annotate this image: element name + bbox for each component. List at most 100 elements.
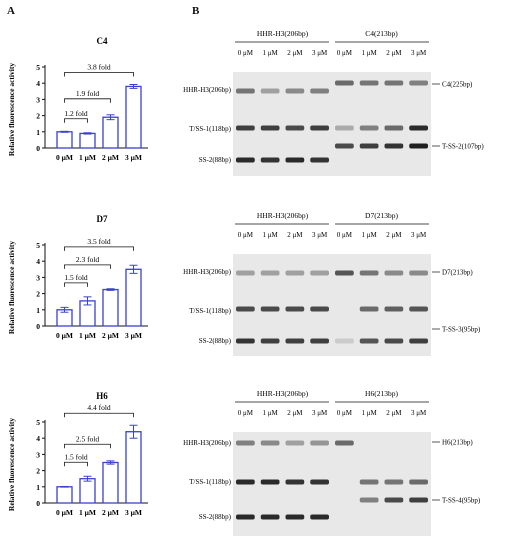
lane-label: 2 μM xyxy=(386,49,402,57)
gel-band xyxy=(384,338,404,344)
gel-band xyxy=(310,338,329,344)
fold-bracket xyxy=(64,72,134,77)
gel-band xyxy=(260,514,280,520)
band-label-left: T/SS-1(118bp) xyxy=(189,478,231,486)
gel-band xyxy=(335,80,354,86)
bar xyxy=(79,132,96,149)
y-tick-label: 5 xyxy=(36,63,40,72)
chart-title: H6 xyxy=(96,391,108,401)
fold-label: 3.8 fold xyxy=(87,62,111,71)
band-label-left: HHR-H3(206bp) xyxy=(183,268,231,276)
gel-band xyxy=(236,306,255,312)
x-tick-label: 0 μM xyxy=(56,331,73,340)
panel-label-a: A xyxy=(7,5,15,17)
x-tick-label: 1 μM xyxy=(79,153,96,162)
gel-band xyxy=(359,479,379,485)
y-tick-label: 2 xyxy=(36,112,40,121)
y-tick-label: 4 xyxy=(36,79,40,88)
gel-band xyxy=(384,125,404,131)
gel-band xyxy=(260,338,280,344)
lane-label: 1 μM xyxy=(362,49,378,57)
chart-title: C4 xyxy=(97,36,108,46)
lane-label: 0 μM xyxy=(238,49,254,57)
fold-bracket xyxy=(64,98,111,103)
lane-label: 3 μM xyxy=(411,231,427,239)
gel-band xyxy=(335,338,354,344)
gel-band xyxy=(384,497,404,503)
bar xyxy=(102,116,119,149)
lane-label: 0 μM xyxy=(337,231,353,239)
lane-label: 0 μM xyxy=(238,409,254,417)
gel-band xyxy=(359,497,379,503)
bar xyxy=(102,461,119,504)
band-label-right: C4(225bp) xyxy=(442,81,473,89)
y-axis-label: Relative fluorescence activity xyxy=(7,63,16,156)
group-header-right: C4(213bp) xyxy=(365,29,398,38)
gel-band xyxy=(236,125,255,131)
gel-band xyxy=(285,338,305,344)
gel-band xyxy=(335,270,354,276)
gel-band xyxy=(260,157,280,163)
fold-bracket xyxy=(64,412,134,418)
gel-band xyxy=(260,88,280,94)
y-tick-label: 2 xyxy=(36,467,40,476)
gel-band xyxy=(384,143,404,149)
gel-band xyxy=(359,270,379,276)
fold-label: 1.5 fold xyxy=(64,452,88,461)
band-label-left: SS-2(88bp) xyxy=(199,337,232,345)
fold-bracket xyxy=(64,461,88,467)
x-tick-label: 1 μM xyxy=(79,508,96,517)
gel-band xyxy=(260,270,280,276)
gel-band xyxy=(335,143,354,149)
fold-bracket xyxy=(64,118,88,123)
band-label-right: H6(213bp) xyxy=(442,439,473,447)
panel-label-b: B xyxy=(192,5,200,17)
band-label-left: SS-2(88bp) xyxy=(199,513,232,521)
chart-title: D7 xyxy=(97,214,108,224)
bar-chart-c4: C4 Relative fluorescence activity 0 1 2 3 4 5 0 … xyxy=(7,36,148,162)
gel-band xyxy=(310,88,329,94)
gel-band xyxy=(236,338,255,344)
gel-band xyxy=(260,440,280,446)
gel-band xyxy=(310,157,329,163)
gel-band xyxy=(335,125,354,131)
lane-label: 1 μM xyxy=(263,231,279,239)
band-label-right: D7(213bp) xyxy=(442,269,473,277)
band-label-left: HHR-H3(206bp) xyxy=(183,439,231,447)
gel-band xyxy=(359,306,379,312)
lane-label: 0 μM xyxy=(238,231,254,239)
y-tick-label: 0 xyxy=(36,144,40,153)
gel-band xyxy=(236,157,255,163)
group-header-right: H6(213bp) xyxy=(365,389,398,398)
gel-band xyxy=(285,440,305,446)
group-header-left: HHR-H3(206bp) xyxy=(257,211,309,220)
lane-label: 2 μM xyxy=(287,231,303,239)
y-tick-label: 5 xyxy=(36,418,40,427)
gel-band xyxy=(310,514,329,520)
gel-band xyxy=(310,306,329,312)
fold-label: 1.5 fold xyxy=(64,273,88,282)
gel-band xyxy=(409,125,428,131)
y-tick-label: 4 xyxy=(36,434,40,443)
gel-band xyxy=(359,80,379,86)
lane-label: 3 μM xyxy=(312,409,328,417)
gel-blot-c4: HHR-H3(206bp) C4(213bp) 0 μM 1 μM 2 μM 3 μM 0 … xyxy=(183,29,484,176)
x-tick-label: 2 μM xyxy=(102,331,119,340)
fold-label: 3.5 fold xyxy=(87,237,111,246)
gel-band xyxy=(384,270,404,276)
gel-band xyxy=(409,338,428,344)
bar xyxy=(79,478,96,504)
bar xyxy=(125,85,142,149)
gel-band xyxy=(285,479,305,485)
x-tick-label: 3 μM xyxy=(125,508,142,517)
bar xyxy=(56,131,73,149)
lane-label: 1 μM xyxy=(362,231,378,239)
gel-blot-d7: HHR-H3(206bp) D7(213bp) 0 μM 1 μM 2 μM 3 μM 0 … xyxy=(183,211,481,356)
gel-band xyxy=(359,143,379,149)
x-tick-label: 0 μM xyxy=(56,153,73,162)
band-label-right: T-SS-2(107bp) xyxy=(442,143,484,151)
fold-label: 1.2 fold xyxy=(64,109,88,118)
x-tick-label: 2 μM xyxy=(102,153,119,162)
fold-bracket xyxy=(64,443,111,449)
gel-band xyxy=(409,479,428,485)
